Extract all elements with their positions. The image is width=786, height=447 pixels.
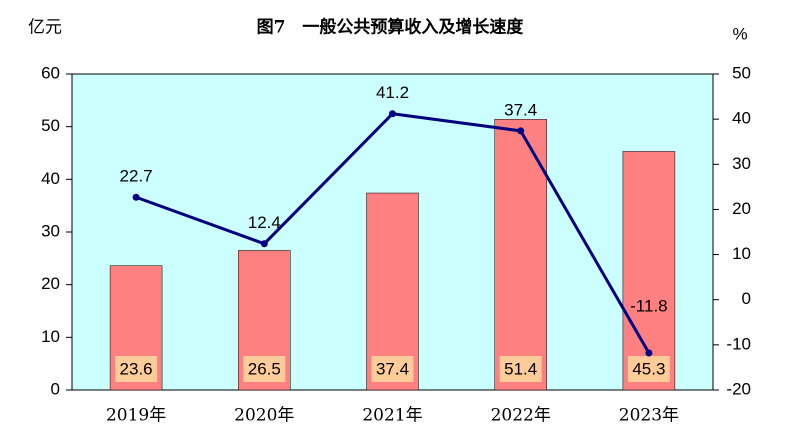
y2-tick-label: 30: [732, 154, 751, 173]
y-tick-label: 10: [41, 327, 60, 346]
line-point: [645, 349, 653, 357]
value-label: -11.8: [630, 296, 668, 315]
value-label-box: [371, 356, 414, 382]
value-label: 26.5: [248, 359, 281, 378]
y-tick-label: 30: [41, 221, 60, 240]
line-point: [517, 127, 525, 135]
value-label: 51.4: [504, 359, 537, 378]
y-tick-label: 20: [41, 274, 60, 293]
y2-tick-label: 50: [732, 63, 751, 82]
y-tick-label: 40: [41, 169, 60, 188]
y2-tick-label: 0: [742, 289, 751, 308]
chart-title: 图7 一般公共预算收入及增长速度: [257, 17, 525, 38]
y-tick-label: 50: [41, 116, 60, 135]
value-label-box: [627, 356, 670, 382]
y2-tick-label: 10: [732, 244, 751, 263]
y2-tick-label: 40: [732, 109, 751, 128]
x-tick-label: 2023年: [619, 406, 679, 426]
y2-tick-label: -20: [726, 379, 751, 398]
line-point: [389, 110, 396, 118]
y2-axis-label: %: [732, 24, 747, 43]
line-point: [132, 193, 140, 201]
value-label: 22.7: [120, 167, 153, 186]
y2-tick-label: -10: [726, 334, 751, 353]
x-tick-label: 2022年: [491, 406, 551, 426]
value-label-box: [243, 356, 286, 382]
value-label: 23.6: [120, 359, 153, 378]
bar: [494, 119, 547, 391]
value-label-box: [499, 356, 542, 382]
y-axis-label: 亿元: [28, 17, 62, 36]
value-label: 41.2: [376, 83, 409, 102]
y2-tick-label: 20: [732, 199, 751, 218]
x-tick-label: 2020年: [234, 406, 294, 426]
value-label: 45.3: [632, 359, 665, 378]
y-tick-label: 0: [51, 379, 60, 398]
value-label: 12.4: [248, 213, 281, 232]
x-tick-label: 2021年: [362, 406, 422, 426]
value-label: 37.4: [376, 359, 409, 378]
y-tick-label: 60: [41, 63, 60, 82]
value-label-box: [115, 356, 158, 382]
x-tick-label: 2019年: [106, 406, 166, 426]
line-point: [260, 240, 268, 248]
value-label: 37.4: [504, 100, 537, 119]
